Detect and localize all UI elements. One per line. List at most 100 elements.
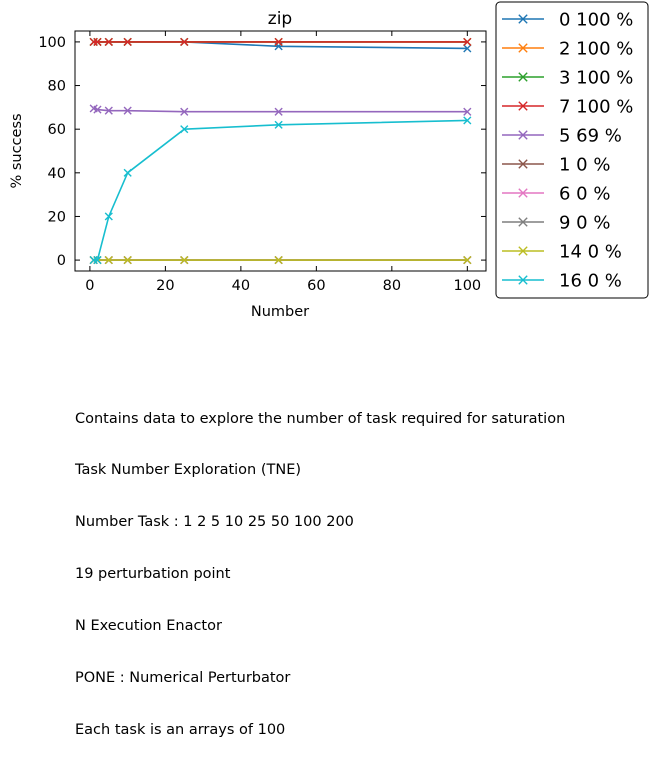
marker-stroke	[463, 255, 472, 265]
legend-entry: 7 100 %	[502, 97, 633, 118]
data-point	[123, 106, 132, 115]
y-tick-label: 100	[38, 35, 66, 51]
caption-line: 19 perturbation point	[75, 566, 231, 583]
data-point	[274, 255, 283, 265]
data-point	[104, 255, 113, 265]
series-9	[89, 116, 472, 265]
caption-line: Task Number Exploration (TNE)	[75, 462, 302, 479]
x-tick-label: 40	[232, 278, 250, 294]
axes-frame	[74, 30, 487, 272]
legend-marker	[518, 159, 528, 169]
x-tick-label: 100	[453, 278, 481, 294]
data-point	[89, 255, 98, 265]
y-axis-label: % success	[9, 113, 25, 188]
marker-stroke	[180, 125, 189, 134]
marker-stroke	[123, 255, 132, 265]
data-point	[180, 125, 189, 134]
legend-label: 5 69 %	[559, 126, 622, 147]
data-point	[123, 37, 132, 47]
legend-marker	[518, 72, 528, 82]
marker-stroke	[89, 104, 98, 113]
legend-entry: 16 0 %	[502, 271, 622, 292]
series-8	[89, 255, 472, 265]
marker-stroke	[274, 107, 283, 116]
legend-entry: 9 0 %	[502, 213, 610, 234]
legend-label: 2 100 %	[559, 39, 633, 60]
legend-entry: 5 69 %	[502, 126, 622, 147]
data-point	[274, 120, 283, 129]
chart-title: zip	[268, 9, 292, 29]
data-point	[180, 37, 189, 47]
data-point	[180, 107, 189, 116]
series-3	[89, 37, 472, 47]
marker-stroke	[180, 37, 189, 47]
data-point	[274, 37, 283, 47]
data-point	[104, 212, 113, 221]
legend-marker	[518, 188, 528, 198]
legend-label: 16 0 %	[559, 271, 622, 292]
legend-label: 14 0 %	[559, 242, 622, 263]
marker-stroke	[274, 255, 283, 265]
legend-frame	[495, 1, 649, 299]
axes: 0 20 40 60 80 100 0 20 40 60 80 100	[38, 30, 487, 294]
x-tick-label: 80	[383, 278, 401, 294]
legend-marker	[518, 130, 528, 140]
marker-stroke	[463, 37, 472, 47]
caption-line: Contains data to explore the number of t…	[75, 410, 566, 427]
marker-stroke	[463, 116, 472, 125]
legend-label: 1 0 %	[559, 155, 610, 176]
data-point	[463, 44, 472, 53]
data-point	[93, 255, 102, 265]
y-tick-label: 80	[48, 79, 66, 95]
data-point	[104, 106, 113, 115]
data-point	[93, 37, 102, 47]
y-tick-label: 40	[48, 166, 66, 182]
marker-stroke	[104, 212, 113, 221]
marker-stroke	[89, 255, 98, 265]
marker-stroke	[93, 37, 102, 47]
x-axis-label: Number	[251, 304, 309, 320]
marker-stroke	[274, 37, 283, 47]
x-tick-label: 0	[85, 278, 94, 294]
legend-entry: 0 100 %	[502, 10, 633, 31]
data-point	[463, 116, 472, 125]
marker-stroke	[89, 37, 98, 47]
marker-stroke	[104, 106, 113, 115]
data-point	[89, 37, 98, 47]
caption-line: PONE : Numerical Perturbator	[75, 670, 291, 687]
y-tick-label: 60	[48, 122, 66, 138]
marker-stroke	[180, 255, 189, 265]
data-point	[463, 255, 472, 265]
data-point	[93, 105, 102, 114]
plot-area	[89, 37, 472, 265]
legend-entry: 14 0 %	[502, 242, 622, 263]
caption-line: Each task is an arrays of 100	[75, 721, 286, 738]
series-line	[93, 119, 468, 261]
data-point	[104, 37, 113, 47]
y-tick-label: 20	[48, 209, 66, 225]
legend-entry: 1 0 %	[502, 155, 610, 176]
marker-stroke	[274, 120, 283, 129]
data-point	[274, 107, 283, 116]
data-point	[463, 37, 472, 47]
legend-marker	[518, 275, 528, 285]
marker-stroke	[123, 37, 132, 47]
data-point	[123, 255, 132, 265]
chart-figure: zip 0 20 40 60 80 100 0 20 40 60 80 100 Number % su…	[9, 1, 649, 320]
legend-label: 3 100 %	[559, 68, 633, 89]
legend-label: 9 0 %	[559, 213, 610, 234]
series-4	[89, 104, 472, 116]
marker-stroke	[104, 255, 113, 265]
x-tick-label: 20	[156, 278, 174, 294]
legend-marker	[518, 246, 528, 256]
legend-marker	[518, 14, 528, 24]
legend-label: 6 0 %	[559, 184, 610, 205]
caption-line: N Execution Enactor	[75, 618, 222, 635]
legend-marker	[518, 217, 528, 227]
marker-stroke	[123, 168, 132, 177]
marker-stroke	[93, 255, 102, 265]
legend-label: 0 100 %	[559, 10, 633, 31]
legend-entry: 2 100 %	[502, 39, 633, 60]
data-point	[180, 255, 189, 265]
description-text: Contains data to explore the number of t…	[75, 376, 565, 757]
